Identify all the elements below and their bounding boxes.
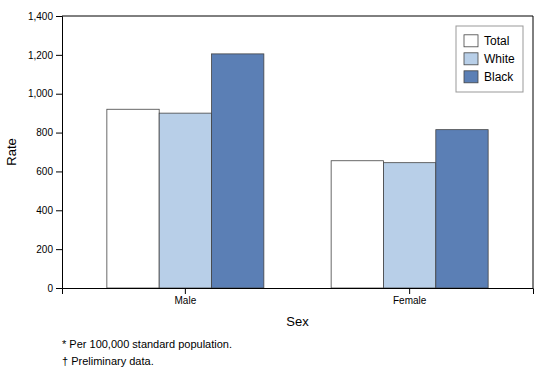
tick-mark — [409, 288, 410, 294]
frame — [62, 16, 533, 17]
legend: Total White Black — [456, 26, 523, 92]
tick-mark — [56, 288, 62, 289]
tick-label: 1,400 — [28, 11, 53, 22]
tick-label: 200 — [36, 244, 53, 255]
legend-item: White — [464, 52, 515, 66]
tick-mark — [56, 249, 62, 250]
y-tick: 1,400 — [28, 11, 62, 22]
tick-mark — [185, 288, 186, 294]
tick-label: 1,000 — [28, 88, 53, 99]
legend-swatch — [464, 71, 478, 83]
tick-label: 600 — [36, 166, 53, 177]
legend-swatch — [464, 53, 478, 65]
y-tick: 800 — [36, 127, 62, 138]
y-tick: 400 — [36, 205, 62, 216]
tick-label: 0 — [47, 283, 53, 294]
plot: 0 200 400 600 800 1,000 1,200 1,400 Male Female To… — [28, 11, 534, 306]
bar — [212, 54, 264, 288]
series — [159, 113, 436, 288]
bars — [107, 54, 488, 288]
tick-label: Female — [393, 295, 427, 306]
x-axis-title: Sex — [286, 314, 309, 329]
tick-mark — [56, 133, 62, 134]
legend-box — [456, 26, 523, 92]
legend-label: Total — [484, 34, 509, 48]
tick-mark — [56, 210, 62, 211]
axis-line — [63, 289, 534, 295]
y-axis-title: Rate — [4, 138, 19, 165]
x-tick: Male — [175, 288, 197, 306]
chart: 0 200 400 600 800 1,000 1,200 1,400 Male Female To… — [0, 0, 553, 384]
legend-item: Black — [464, 70, 514, 84]
tick-label: Male — [175, 295, 197, 306]
bar — [383, 163, 435, 288]
bar — [159, 113, 211, 288]
tick-mark — [56, 55, 62, 56]
y-tick: 1,200 — [28, 50, 62, 61]
y-tick: 1,000 — [28, 88, 62, 99]
y-tick: 0 — [47, 283, 62, 294]
footnote: * Per 100,000 standard population. — [62, 338, 232, 350]
legend-swatch — [464, 35, 478, 47]
tick-label: 800 — [36, 127, 53, 138]
footnote: † Preliminary data. — [62, 355, 154, 367]
tick-mark — [56, 16, 62, 17]
y-tick: 600 — [36, 166, 62, 177]
series — [212, 54, 489, 288]
legend-label: Black — [484, 70, 514, 84]
y-tick: 200 — [36, 244, 62, 255]
bar — [107, 109, 159, 288]
y-axis: 0 200 400 600 800 1,000 1,200 1,400 — [28, 11, 63, 294]
tick-mark — [56, 171, 62, 172]
x-axis: Male Female — [63, 288, 534, 306]
x-tick: Female — [393, 288, 427, 306]
bar — [436, 130, 488, 288]
legend-label: White — [484, 52, 515, 66]
axis-line — [56, 17, 63, 289]
tick-label: 1,200 — [28, 50, 53, 61]
frame — [533, 16, 534, 288]
tick-mark — [56, 94, 62, 95]
legend-item: Total — [464, 34, 509, 48]
bar — [331, 161, 383, 288]
tick-label: 400 — [36, 205, 53, 216]
